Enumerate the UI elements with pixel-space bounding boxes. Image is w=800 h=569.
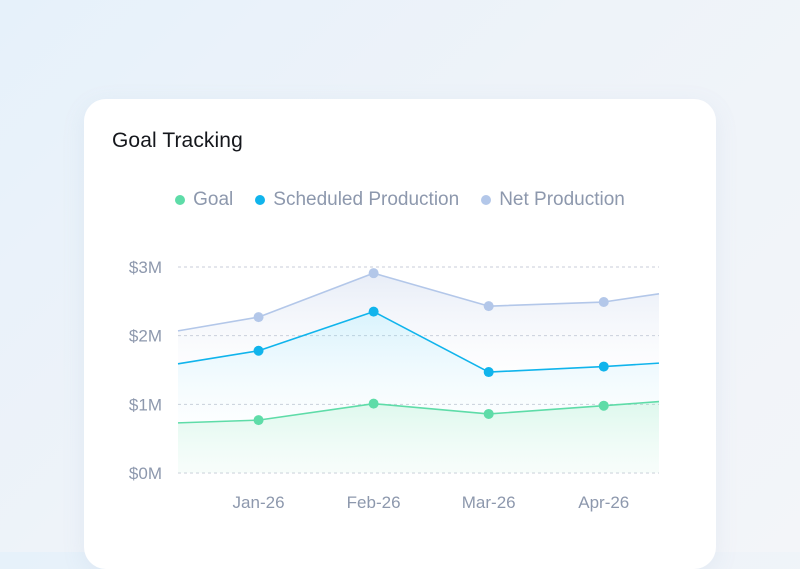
goal-tracking-card: Goal Tracking Goal Scheduled Production … xyxy=(84,99,716,569)
legend-label-goal: Goal xyxy=(193,189,234,210)
point-scheduled-production-1[interactable] xyxy=(253,345,264,356)
goal-tracking-chart: $0M $1M $2M $3M Jan-26 Feb-26 Mar-26 Apr-26 xyxy=(129,258,660,512)
point-scheduled-production-3[interactable] xyxy=(483,367,494,378)
area-layer xyxy=(178,273,659,473)
point-goal-3[interactable] xyxy=(483,408,494,419)
legend-label-net-production: Net Production xyxy=(499,189,625,210)
point-net-production-4[interactable] xyxy=(598,297,609,308)
point-net-production-3[interactable] xyxy=(483,301,494,312)
legend-item-net-production[interactable]: Net Production xyxy=(481,189,625,211)
area-net-production xyxy=(178,273,659,373)
point-net-production-2[interactable] xyxy=(368,268,379,279)
line-goal xyxy=(177,400,660,424)
line-scheduled-production xyxy=(177,310,660,373)
point-goal-4[interactable] xyxy=(598,400,609,411)
point-net-production-1[interactable] xyxy=(253,312,264,323)
x-tick-label-3: Apr-26 xyxy=(578,493,629,512)
y-tick-label-3: $3M xyxy=(129,258,162,277)
legend-item-scheduled-production[interactable]: Scheduled Production xyxy=(255,189,459,211)
chart-legend: Goal Scheduled Production Net Production xyxy=(84,189,716,211)
point-goal-2[interactable] xyxy=(368,398,379,409)
y-tick-label-0: $0M xyxy=(129,464,162,483)
area-scheduled-production xyxy=(178,311,659,423)
x-tick-label-0: Jan-26 xyxy=(233,493,285,512)
card-title: Goal Tracking xyxy=(112,129,243,152)
line-layer xyxy=(177,272,660,424)
legend-label-scheduled-production: Scheduled Production xyxy=(273,189,460,210)
x-tick-label-2: Mar-26 xyxy=(462,493,516,512)
legend-dot-scheduled-production xyxy=(255,195,266,205)
y-tick-label-1: $1M xyxy=(129,395,162,414)
line-net-production xyxy=(177,272,660,332)
legend-item-goal[interactable]: Goal xyxy=(175,189,233,211)
axis-label-layer: $0M $1M $2M $3M Jan-26 Feb-26 Mar-26 Apr-26 xyxy=(129,258,629,512)
point-scheduled-production-2[interactable] xyxy=(368,306,379,317)
point-goal-1[interactable] xyxy=(253,415,264,426)
point-scheduled-production-4[interactable] xyxy=(598,361,609,372)
legend-dot-net-production xyxy=(481,195,492,205)
y-tick-label-2: $2M xyxy=(129,327,162,346)
x-tick-label-1: Feb-26 xyxy=(347,493,401,512)
legend-dot-goal xyxy=(175,195,186,205)
marker-layer xyxy=(253,268,609,426)
area-goal xyxy=(178,401,659,473)
